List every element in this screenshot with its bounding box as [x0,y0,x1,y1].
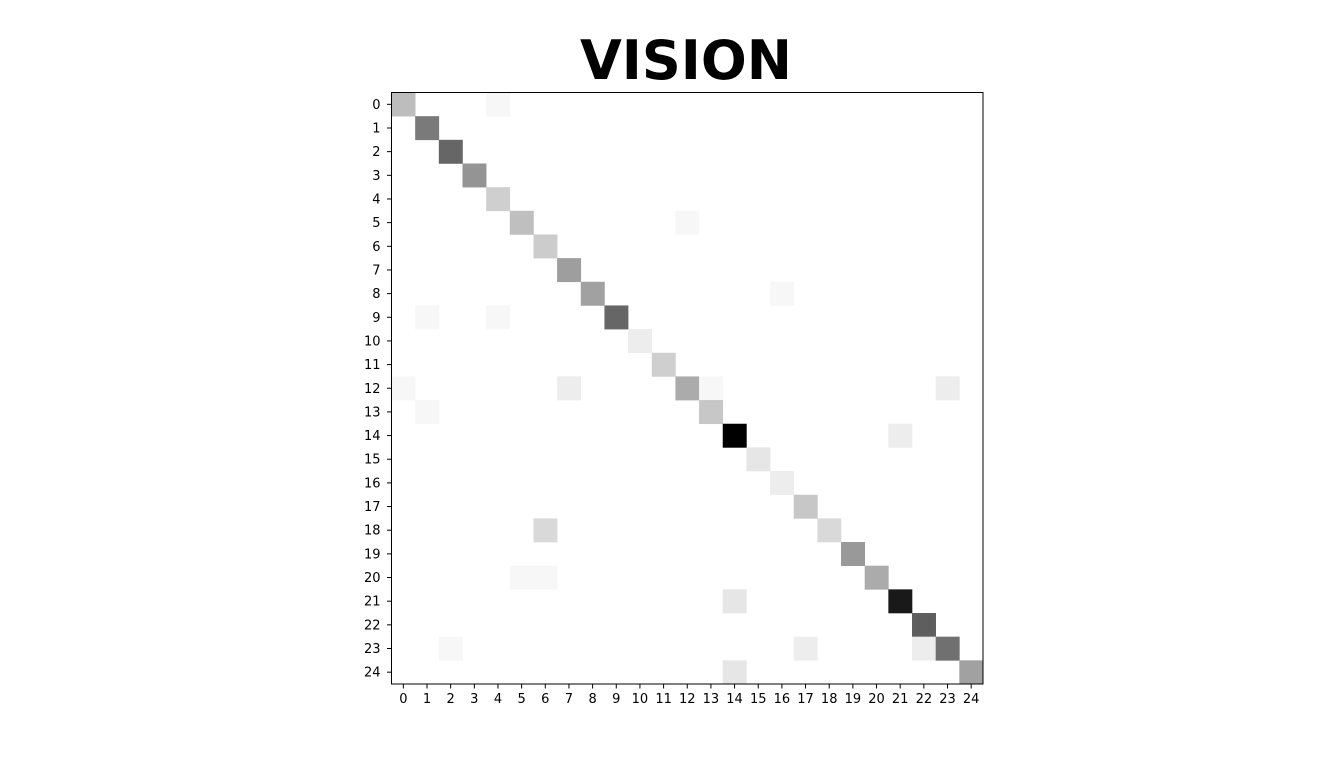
heatmap-cell-13-13 [699,400,724,425]
heatmap-cell-0-4 [486,92,511,117]
x-tick-label: 7 [565,692,573,707]
y-tick-label: 23 [364,642,381,657]
x-tick-label: 17 [797,692,814,707]
heatmap-cell-0-0 [391,92,416,117]
heatmap-cell-14-21 [888,423,913,448]
heatmap-cell-23-22 [912,636,936,661]
y-tick-label: 4 [372,192,380,207]
x-tick-label: 21 [892,692,909,707]
heatmap-cell-3-3 [462,163,487,188]
x-tick-label: 8 [588,692,596,707]
y-tick-label: 6 [372,240,380,255]
y-tick-label: 1 [372,121,380,136]
heatmap-cell-12-23 [935,376,960,401]
y-tick-label: 8 [372,287,380,302]
x-axis: 0 1 2 3 4 5 6 7 8 9 10 11 12 13 14 15 16 17 18 19 20 21 22 23 24 [399,684,979,707]
heatmap-cell-9-1 [415,305,440,330]
y-tick-label: 24 [364,666,381,681]
heatmap-cell-8-16 [770,281,795,306]
x-tick-label: 15 [750,692,767,707]
heatmap-cell-18-6 [533,518,558,543]
y-tick-label: 9 [372,311,380,326]
heatmap-cell-15-15 [746,447,771,472]
heatmap-cell-19-19 [841,542,865,566]
heatmap-cell-24-24 [959,660,984,685]
x-tick-label: 20 [868,692,885,707]
heatmap-cell-21-14 [722,589,747,614]
y-tick-label: 22 [364,618,381,633]
heatmap-cell-20-20 [864,565,889,590]
heatmap-cell-24-14 [722,660,747,685]
heatmap-cell-5-12 [675,210,700,235]
heatmap-cell-12-12 [675,376,700,401]
y-tick-label: 18 [364,524,381,539]
y-tick-label: 20 [364,571,381,586]
x-tick-label: 5 [517,692,525,707]
y-tick-label: 12 [364,382,381,397]
heatmap-cell-7-7 [557,258,582,283]
heatmap-cell-16-16 [770,471,795,496]
x-tick-label: 4 [494,692,502,707]
y-tick-label: 19 [364,547,381,562]
heatmap-cell-14-14 [722,423,747,448]
heatmap-cell-12-13 [699,376,724,401]
heatmap-cell-22-22 [912,613,936,637]
heatmap-cell-9-9 [604,305,629,330]
y-tick-label: 11 [364,358,381,373]
x-tick-label: 14 [726,692,743,707]
x-tick-label: 2 [447,692,455,707]
heatmap-cell-8-8 [580,281,605,306]
y-tick-label: 21 [364,595,381,610]
x-tick-label: 18 [821,692,838,707]
y-tick-label: 5 [372,216,380,231]
x-tick-label: 22 [916,692,933,707]
x-tick-label: 16 [774,692,791,707]
heatmap-cell-1-1 [415,116,440,141]
y-tick-label: 14 [364,429,381,444]
y-tick-label: 7 [372,263,380,278]
x-tick-label: 24 [963,692,980,707]
heatmap-cell-10-10 [628,329,653,354]
y-tick-label: 2 [372,145,380,160]
heatmap-cell-17-17 [793,494,818,519]
x-tick-label: 19 [845,692,862,707]
heatmap-cell-23-2 [438,636,463,661]
heatmap-cell-2-2 [438,139,463,164]
heatmap-cell-23-23 [935,636,960,661]
y-tick-label: 13 [364,405,381,420]
heatmap-cell-9-4 [486,305,511,330]
x-tick-label: 10 [632,692,649,707]
heatmap-cell-23-17 [793,636,818,661]
x-tick-label: 23 [939,692,956,707]
y-tick-label: 17 [364,500,381,515]
x-tick-label: 6 [541,692,549,707]
heatmap-cell-21-21 [888,589,913,614]
x-tick-label: 3 [470,692,478,707]
heatmap-cell-20-6 [533,565,558,590]
chart-title: VISION [580,29,792,92]
heatmap-cell-5-5 [509,210,534,235]
heatmap-cell-4-4 [486,187,511,212]
y-tick-label: 16 [364,476,381,491]
y-tick-label: 3 [372,169,380,184]
heatmap-cell-18-18 [817,518,842,543]
x-tick-label: 9 [612,692,620,707]
heatmap-cell-12-7 [557,376,582,401]
y-tick-label: 15 [364,453,381,468]
heatmap-cell-20-5 [509,565,534,590]
y-tick-label: 0 [372,98,380,113]
y-tick-label: 10 [364,334,381,349]
heatmap-cell-6-6 [533,234,558,259]
x-tick-label: 1 [423,692,431,707]
heatmap-cell-11-11 [651,352,676,377]
x-tick-label: 0 [399,692,407,707]
heatmap-cell-12-0 [391,376,416,401]
x-tick-label: 12 [679,692,696,707]
heatmap-cells [391,92,984,685]
x-tick-label: 11 [655,692,672,707]
x-tick-label: 13 [703,692,720,707]
heatmap-cell-13-1 [415,400,440,425]
